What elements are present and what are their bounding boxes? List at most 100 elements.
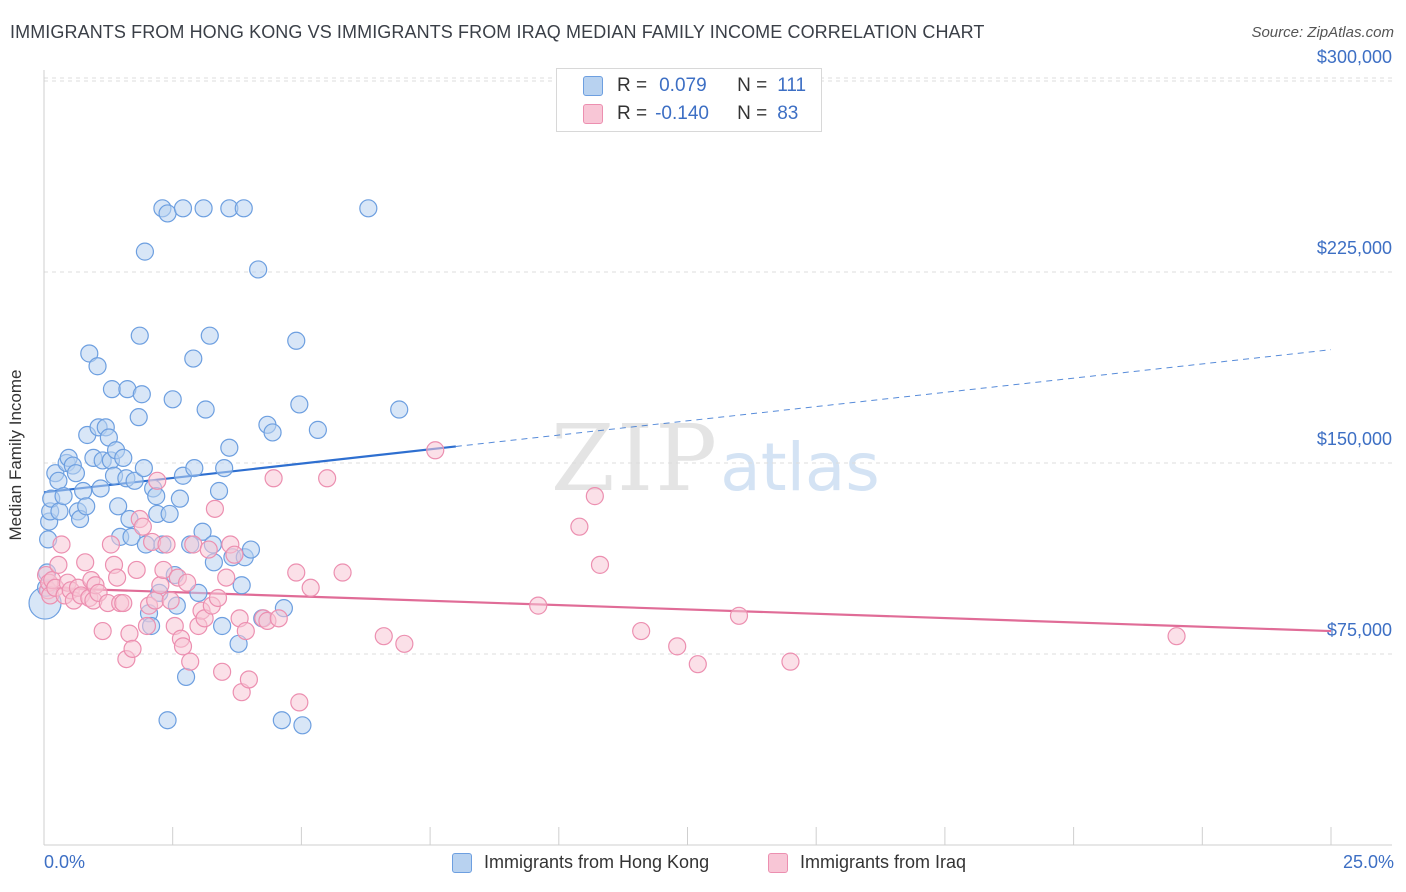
- point-iraq: [93, 621, 112, 641]
- legend-label-hong-kong: Immigrants from Hong Kong: [484, 852, 710, 872]
- point-hong-kong: [147, 487, 166, 506]
- point-hong-kong: [234, 199, 253, 218]
- point-iraq: [173, 637, 193, 656]
- point-iraq: [632, 621, 651, 641]
- point-hong-kong: [163, 390, 182, 409]
- legend-item-iraq[interactable]: Immigrants from Iraq: [768, 852, 966, 873]
- point-iraq: [301, 578, 320, 597]
- stats-r-value: 0.079: [659, 75, 707, 96]
- point-iraq: [151, 576, 170, 595]
- point-hong-kong: [49, 471, 68, 490]
- point-iraq: [137, 616, 157, 636]
- stats-n-label: N =: [737, 103, 768, 124]
- trendline-iraq: [43, 586, 1332, 633]
- point-hong-kong: [194, 199, 213, 218]
- y-tick-label: $75,000: [1327, 620, 1392, 640]
- point-iraq: [146, 591, 165, 610]
- point-hong-kong: [176, 667, 196, 687]
- point-iraq: [199, 540, 218, 559]
- legend-item-hong-kong[interactable]: Immigrants from Hong Kong: [452, 852, 709, 873]
- point-hong-kong: [184, 349, 203, 368]
- legend: Immigrants from Hong Kong Immigrants fro…: [0, 852, 1406, 878]
- point-iraq: [781, 652, 800, 671]
- trendline-hong-kong-projection: [455, 349, 1332, 447]
- point-iraq: [123, 639, 142, 659]
- y-tick-labels: $75,000 $150,000 $225,000 $300,000: [1317, 47, 1392, 640]
- point-iraq: [157, 535, 176, 554]
- point-iraq: [49, 555, 68, 574]
- point-iraq: [181, 652, 200, 671]
- point-iraq: [290, 693, 309, 712]
- point-iraq: [585, 487, 604, 506]
- point-hong-kong: [193, 522, 212, 541]
- point-iraq: [178, 573, 197, 592]
- source-credit: Source: ZipAtlas.com: [1251, 24, 1394, 41]
- legend-swatch-iraq: [768, 852, 788, 873]
- point-hong-kong: [77, 497, 96, 516]
- point-iraq: [374, 627, 393, 646]
- grid-lines: [44, 77, 1392, 655]
- point-hong-kong: [54, 487, 73, 506]
- point-iraq: [213, 662, 232, 681]
- point-hong-kong: [200, 326, 219, 345]
- stats-r-label: R =: [617, 75, 648, 96]
- point-hong-kong: [185, 458, 204, 478]
- axes: [43, 70, 1392, 846]
- point-iraq: [668, 637, 687, 656]
- point-iraq: [318, 469, 337, 488]
- point-hong-kong: [196, 400, 215, 419]
- point-hong-kong: [74, 481, 93, 501]
- point-iraq: [101, 535, 121, 554]
- watermark-zip: ZIP: [551, 405, 719, 512]
- y-tick-label: $150,000: [1317, 429, 1392, 449]
- point-iraq: [236, 621, 255, 641]
- point-iraq: [127, 560, 146, 580]
- chart-title: IMMIGRANTS FROM HONG KONG VS IMMIGRANTS …: [10, 22, 985, 42]
- point-hong-kong: [130, 326, 149, 345]
- point-hong-kong: [290, 395, 309, 414]
- point-hong-kong: [241, 540, 261, 559]
- stats-swatch-iraq: [583, 104, 603, 124]
- point-hong-kong: [249, 260, 268, 279]
- point-hong-kong: [109, 497, 128, 516]
- watermark-atlas: atlas: [720, 429, 880, 506]
- point-iraq: [426, 441, 445, 460]
- point-hong-kong: [102, 380, 122, 399]
- point-hong-kong: [122, 527, 141, 546]
- point-hong-kong: [66, 464, 86, 483]
- stats-r-label: R =: [617, 103, 648, 124]
- point-iraq: [269, 609, 288, 628]
- legend-label-iraq: Immigrants from Iraq: [800, 852, 967, 872]
- point-hong-kong: [308, 420, 327, 439]
- point-hong-kong: [135, 242, 155, 261]
- point-iraq: [333, 563, 352, 582]
- x-tick-label-min: 0.0%: [44, 852, 86, 872]
- point-iraq: [225, 545, 244, 564]
- point-hong-kong: [134, 458, 153, 478]
- point-iraq: [395, 634, 414, 653]
- y-tick-label: $300,000: [1317, 47, 1392, 67]
- point-hong-kong: [209, 481, 229, 501]
- point-iraq: [184, 535, 203, 554]
- point-iraq: [729, 606, 749, 625]
- point-iraq: [120, 624, 139, 643]
- point-hong-kong: [390, 400, 409, 419]
- point-iraq: [52, 535, 71, 554]
- point-hong-kong: [125, 471, 144, 490]
- point-iraq: [264, 469, 283, 488]
- point-hong-kong: [160, 504, 179, 524]
- point-iraq: [529, 596, 548, 615]
- stats-row-hong-kong: R = 0.079 N = 111: [583, 73, 806, 99]
- x-tick-label-max: 25.0%: [1342, 852, 1394, 872]
- point-hong-kong: [293, 716, 312, 735]
- stats-n-value: 83: [777, 103, 799, 124]
- legend-swatch-hong-kong: [452, 852, 472, 873]
- point-hong-kong: [88, 357, 107, 376]
- point-iraq: [1167, 627, 1186, 646]
- point-iraq: [133, 517, 152, 536]
- point-hong-kong: [80, 344, 99, 363]
- point-iraq: [688, 655, 707, 674]
- point-hong-kong: [213, 616, 232, 636]
- point-iraq: [108, 568, 127, 587]
